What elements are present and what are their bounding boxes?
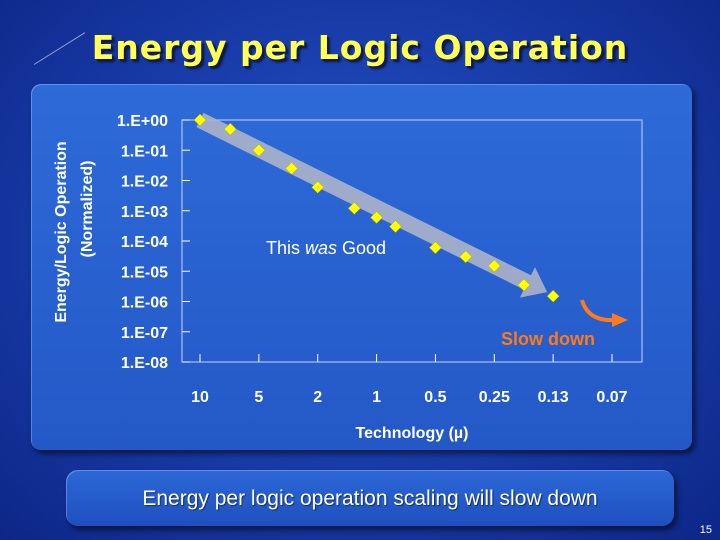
y-tick-label: 1.E-06 xyxy=(121,295,168,312)
data-point xyxy=(517,278,531,292)
x-axis-label: Technology (µ) xyxy=(356,425,469,442)
caption-box xyxy=(66,470,674,526)
annotation-slow-down: Slow down xyxy=(501,329,595,349)
slide-title: Energy per Logic Operation xyxy=(91,28,629,67)
data-point xyxy=(429,241,442,255)
y-tick-label: 1.E-02 xyxy=(121,174,168,191)
y-tick-label: 1.E+00 xyxy=(117,113,168,130)
data-point xyxy=(347,202,361,215)
data-point xyxy=(223,122,237,136)
x-tick-label: 0.5 xyxy=(424,389,446,406)
annotation-word: Good xyxy=(337,238,386,258)
data-point xyxy=(459,250,473,264)
annotation-emphasis: was xyxy=(305,238,337,258)
chart-panel xyxy=(31,84,692,450)
x-tick-label: 1 xyxy=(372,389,381,406)
data-point xyxy=(193,113,207,127)
data-point xyxy=(487,259,501,273)
x-tick-label: 2 xyxy=(313,389,322,406)
y-tick-label: 1.E-01 xyxy=(121,143,168,160)
slow-down-arrow xyxy=(580,299,617,323)
y-tick-label: 1.E-03 xyxy=(121,204,168,221)
data-point xyxy=(285,162,299,175)
y-tick-label: 1.E-07 xyxy=(121,325,168,342)
annotation-word: This xyxy=(266,238,305,258)
slow-down-arrowhead xyxy=(612,313,628,327)
x-tick-label: 0.13 xyxy=(538,389,569,406)
x-tick-label: 0.25 xyxy=(479,389,510,406)
data-point xyxy=(370,211,383,224)
annotation-this-was-good: This was Good xyxy=(266,238,386,258)
data-point xyxy=(389,220,402,233)
caption-text: Energy per logic operation scaling will … xyxy=(142,487,598,510)
data-point xyxy=(546,289,560,303)
x-tick-label: 10 xyxy=(191,389,209,406)
y-tick-label: 1.E-08 xyxy=(121,355,168,372)
data-point xyxy=(252,143,266,157)
x-tick-label: 0.07 xyxy=(596,389,627,406)
y-tick-label: 1.E-04 xyxy=(121,234,168,251)
page-number: 15 xyxy=(699,524,712,536)
plot-frame xyxy=(181,119,643,363)
y-tick-label: 1.E-05 xyxy=(121,264,168,281)
y-axis-label-line2: (Normalized) xyxy=(79,161,96,258)
trend-arrow xyxy=(196,112,548,298)
data-point xyxy=(311,180,325,194)
x-tick-label: 5 xyxy=(254,389,263,406)
y-axis-label-line1: Energy/Logic Operation xyxy=(53,141,70,322)
